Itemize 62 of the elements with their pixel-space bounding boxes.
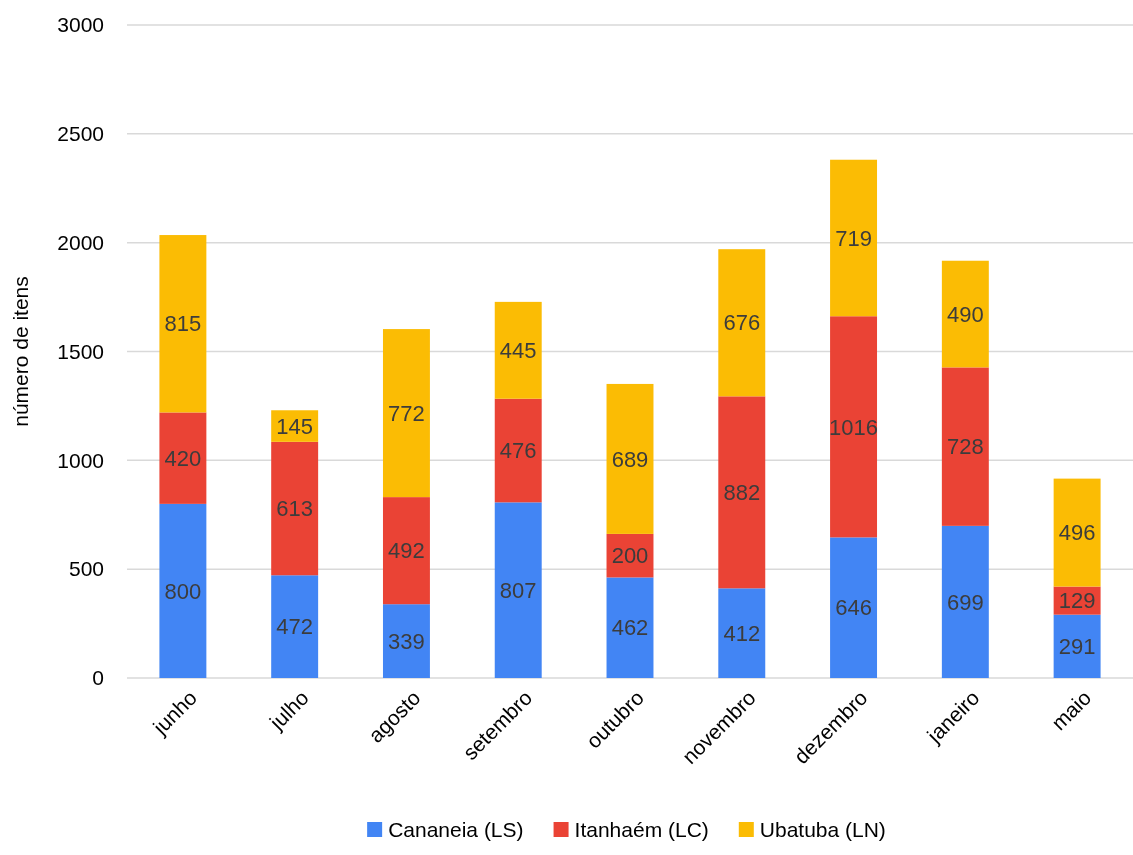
- data-label: 476: [499, 438, 537, 464]
- data-label: 291: [1058, 634, 1096, 660]
- data-label: 699: [946, 589, 984, 615]
- data-label: 800: [164, 578, 202, 604]
- data-label: 689: [611, 446, 649, 472]
- bar: [1053, 478, 1101, 587]
- legend-label: Ubatuba (LN): [759, 818, 886, 842]
- y-tick-label: 2000: [57, 230, 104, 254]
- bar: [271, 575, 319, 678]
- y-axis-title: número de itens: [9, 276, 32, 427]
- y-tick-label: 3000: [57, 13, 104, 37]
- bar: [941, 367, 989, 526]
- bar: [606, 577, 654, 678]
- y-tick-label: 500: [68, 557, 104, 581]
- data-label: 445: [499, 338, 537, 363]
- data-label: 772: [388, 400, 425, 426]
- data-label: 496: [1058, 520, 1096, 546]
- bar: [159, 503, 207, 678]
- data-label: 412: [723, 620, 761, 646]
- data-label: 462: [611, 615, 649, 641]
- data-label: 807: [499, 577, 537, 603]
- data-label: 420: [164, 445, 202, 471]
- data-label: 1016: [829, 414, 879, 440]
- bar: [941, 260, 989, 368]
- bar: [830, 159, 878, 317]
- bar: [941, 525, 989, 678]
- data-label: 676: [723, 310, 761, 336]
- bar: [494, 502, 542, 678]
- data-label: 339: [388, 628, 425, 654]
- bar: [606, 383, 654, 534]
- bar: [830, 316, 878, 538]
- y-tick-label: 0: [92, 666, 104, 690]
- data-label: 492: [388, 538, 425, 564]
- bar: [494, 398, 542, 503]
- bar: [1053, 614, 1101, 678]
- bar: [718, 249, 766, 397]
- y-tick-label: 2500: [57, 122, 104, 146]
- bar: [271, 441, 319, 576]
- bar: [382, 604, 430, 678]
- data-label: 129: [1058, 588, 1096, 614]
- data-label: 815: [164, 311, 202, 337]
- data-label: 490: [946, 301, 984, 327]
- data-label: 472: [276, 614, 314, 640]
- bar: [159, 235, 207, 413]
- bar: [718, 588, 766, 678]
- bar: [382, 329, 430, 498]
- bar: [830, 537, 878, 678]
- y-tick-label: 1000: [57, 448, 104, 472]
- data-label: 882: [723, 480, 761, 506]
- y-tick-label: 1500: [57, 339, 104, 363]
- data-label: 613: [276, 496, 314, 522]
- legend-label: Itanhaém (LC): [574, 818, 709, 842]
- data-label: 646: [835, 595, 872, 621]
- data-label: 728: [946, 434, 984, 460]
- bar: [494, 301, 542, 399]
- legend-label: Cananeia (LS): [388, 818, 524, 842]
- bar: [382, 497, 430, 605]
- bar: [159, 412, 207, 504]
- bar: [718, 396, 766, 589]
- data-label: 719: [835, 225, 872, 251]
- data-label: 200: [611, 543, 649, 569]
- data-label: 145: [276, 413, 314, 439]
